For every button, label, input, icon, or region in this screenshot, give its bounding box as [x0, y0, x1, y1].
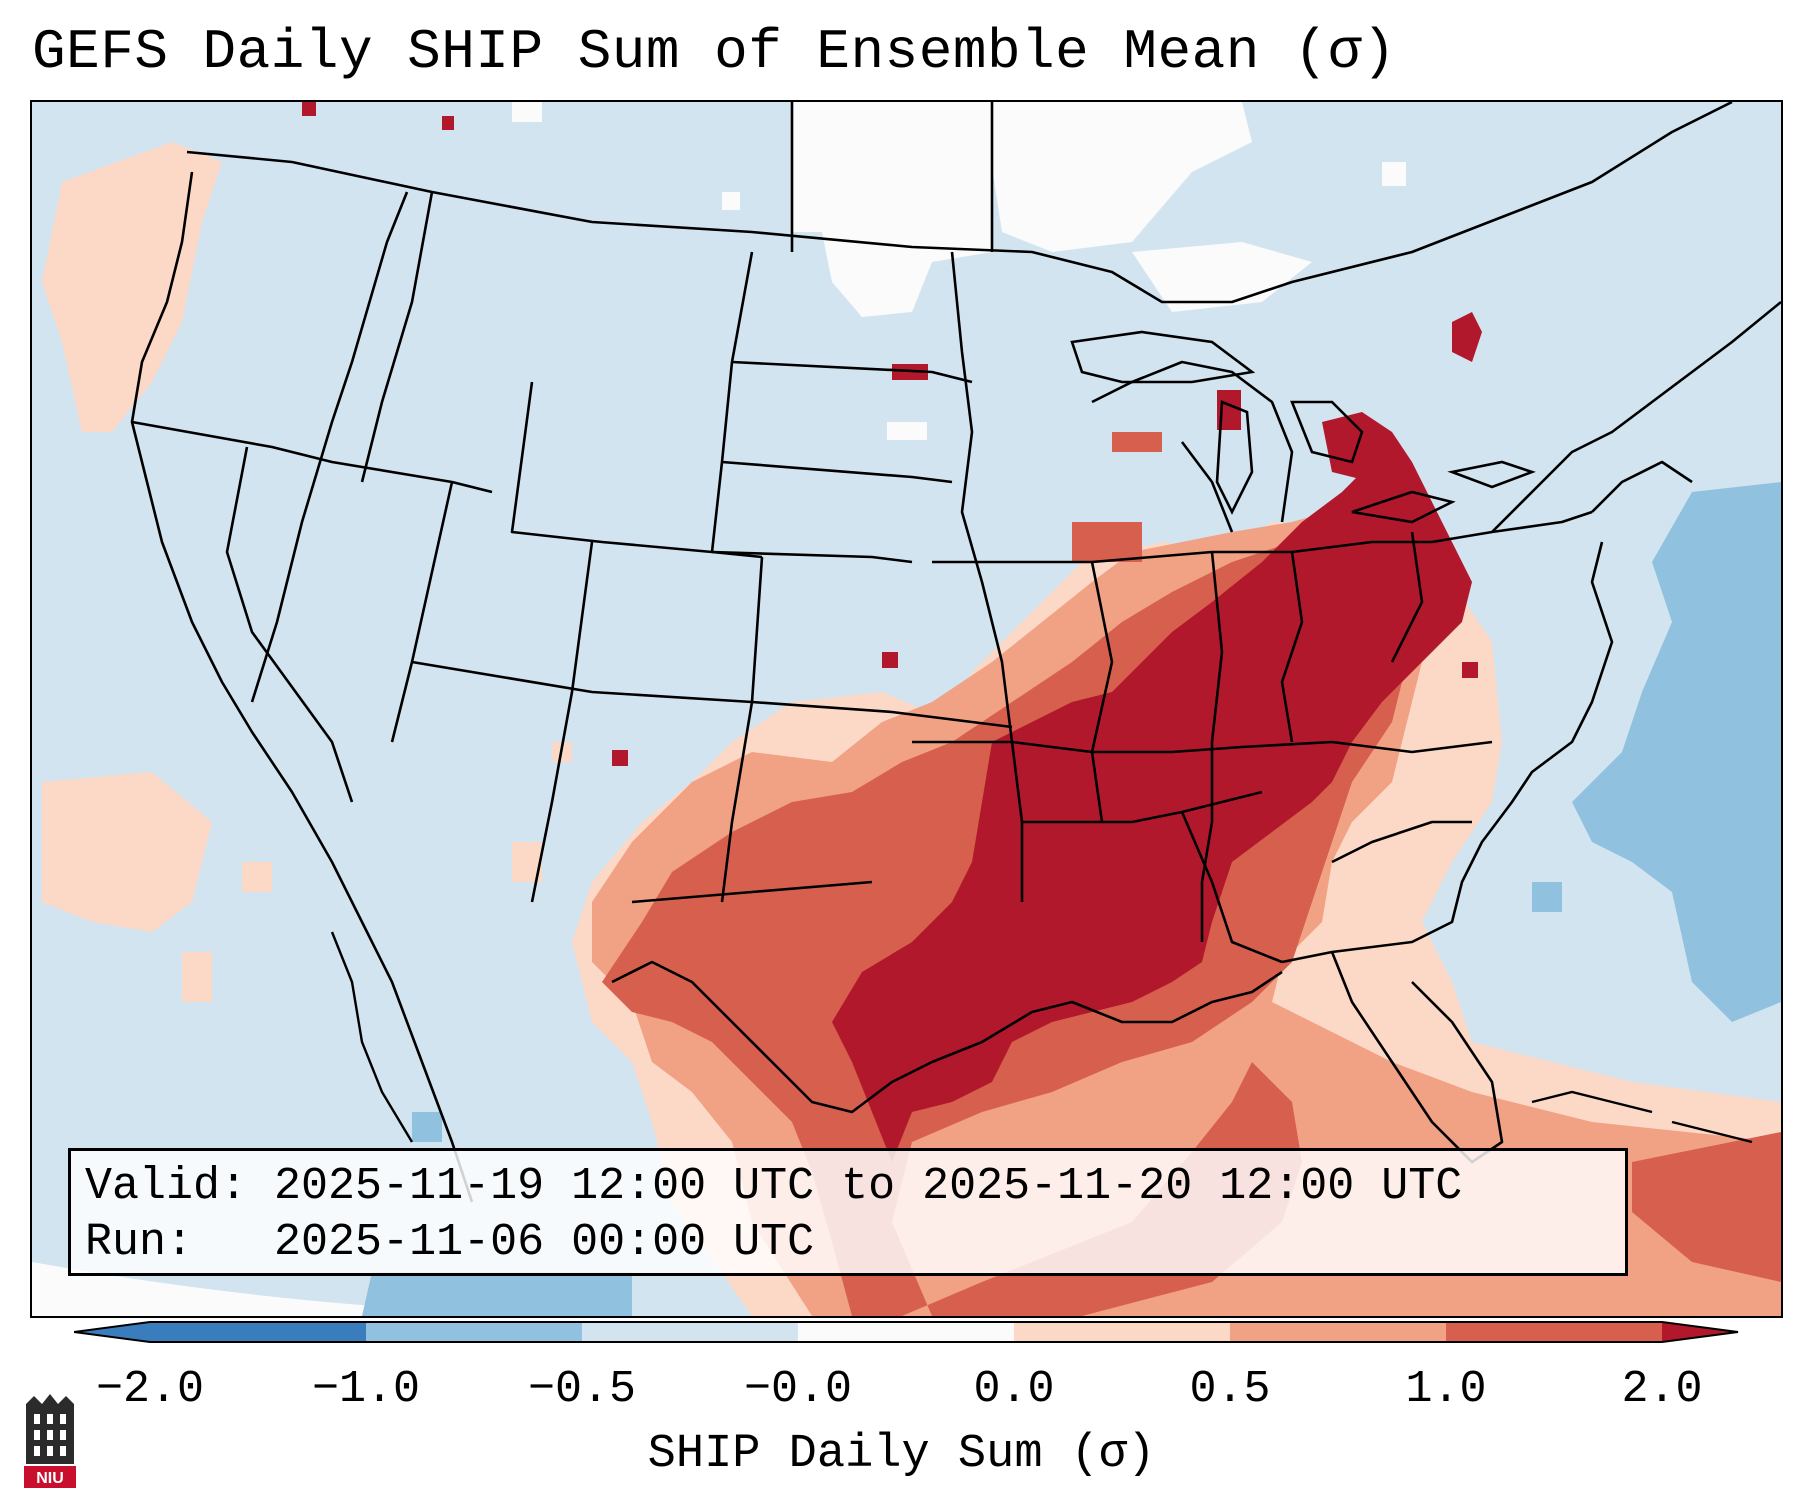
negative-anomaly-areas	[362, 482, 1781, 1316]
chart-title: GEFS Daily SHIP Sum of Ensemble Mean (σ)	[32, 20, 1397, 84]
colorbar-tick: −0.5	[527, 1364, 637, 1415]
svg-text:NIU: NIU	[36, 1470, 64, 1487]
colorbar-segment	[366, 1322, 582, 1342]
colorbar-segment	[1014, 1322, 1230, 1342]
great-lakes	[1070, 330, 1536, 524]
run-label: Run:	[85, 1217, 194, 1268]
colorbar-tick: 1.0	[1405, 1364, 1487, 1415]
pacific-positive-patches	[42, 142, 272, 1002]
colorbar-segment	[150, 1322, 366, 1342]
colorbar-segment	[798, 1322, 1014, 1342]
colorbar-segment	[1446, 1322, 1662, 1342]
colorbar-tick: −0.0	[743, 1364, 853, 1415]
colorbar-right-extension	[1662, 1322, 1738, 1342]
coastlines-south	[330, 931, 1753, 1144]
run-value: 2025-11-06 00:00 UTC	[274, 1217, 815, 1268]
colorbar-segment	[582, 1322, 798, 1342]
state-borders	[130, 102, 1781, 1203]
colorbar-tick: −1.0	[311, 1364, 421, 1415]
colorbar-segment	[1230, 1322, 1446, 1342]
valid-label: Valid:	[85, 1161, 248, 1212]
map-canvas	[32, 102, 1781, 1316]
colorbar-tick: 2.0	[1621, 1364, 1703, 1415]
colorbar	[74, 1321, 1739, 1343]
extreme-positive-region	[302, 102, 1482, 1162]
niu-logo: NIU	[24, 1394, 76, 1488]
colorbar-tick: 0.0	[973, 1364, 1055, 1415]
valid-value: 2025-11-19 12:00 UTC to 2025-11-20 12:00…	[274, 1161, 1463, 1212]
near-zero-patches	[32, 102, 1406, 1316]
colorbar-left-extension	[74, 1322, 150, 1342]
colorbar-label: SHIP Daily Sum (σ)	[647, 1428, 1156, 1481]
colorbar-tick: −2.0	[95, 1364, 205, 1415]
colorbar-tick: 0.5	[1189, 1364, 1271, 1415]
map-panel	[30, 100, 1783, 1318]
run-info-box: Valid: 2025-11-19 12:00 UTC to 2025-11-2…	[68, 1148, 1628, 1276]
